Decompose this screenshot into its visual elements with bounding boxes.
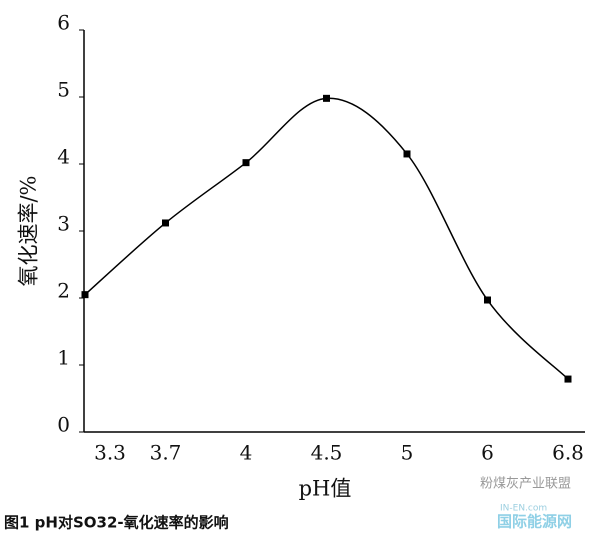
point [323,94,330,102]
y-tick-label: 1 [57,346,70,370]
x-tick-label: 5 [401,441,414,465]
x-tick-label: 3.7 [150,441,182,465]
x-tick-label: 6 [481,441,494,465]
line [84,97,569,380]
watermark: 国际能源网 [497,513,572,531]
figure-caption: 图1 pH对SO32-氧化速率的影响 [4,514,229,532]
point [162,219,169,227]
y-tick-label: 3 [57,212,70,236]
y-tick-label: 6 [57,11,70,35]
watermark: IN-EN.com [500,504,547,514]
y-tick-label: 4 [57,145,70,169]
point [564,375,572,383]
point [484,296,491,304]
point [403,150,411,158]
x-tick-label: 4.5 [311,441,343,465]
y-axis-title: 氧化速率/% [17,175,41,286]
y-tick-label: 5 [57,78,70,102]
x-tick-label: 3.3 [94,441,126,465]
x-tick-label: 6.8 [552,441,584,465]
point [242,159,250,167]
x-axis-title: pH值 [299,477,352,501]
watermark: 粉煤灰产业联盟 [480,477,571,492]
x-tick-label: 4 [240,441,253,465]
y-tick-label: 2 [57,279,70,303]
point [81,291,89,299]
y-tick-label: 0 [57,413,70,437]
